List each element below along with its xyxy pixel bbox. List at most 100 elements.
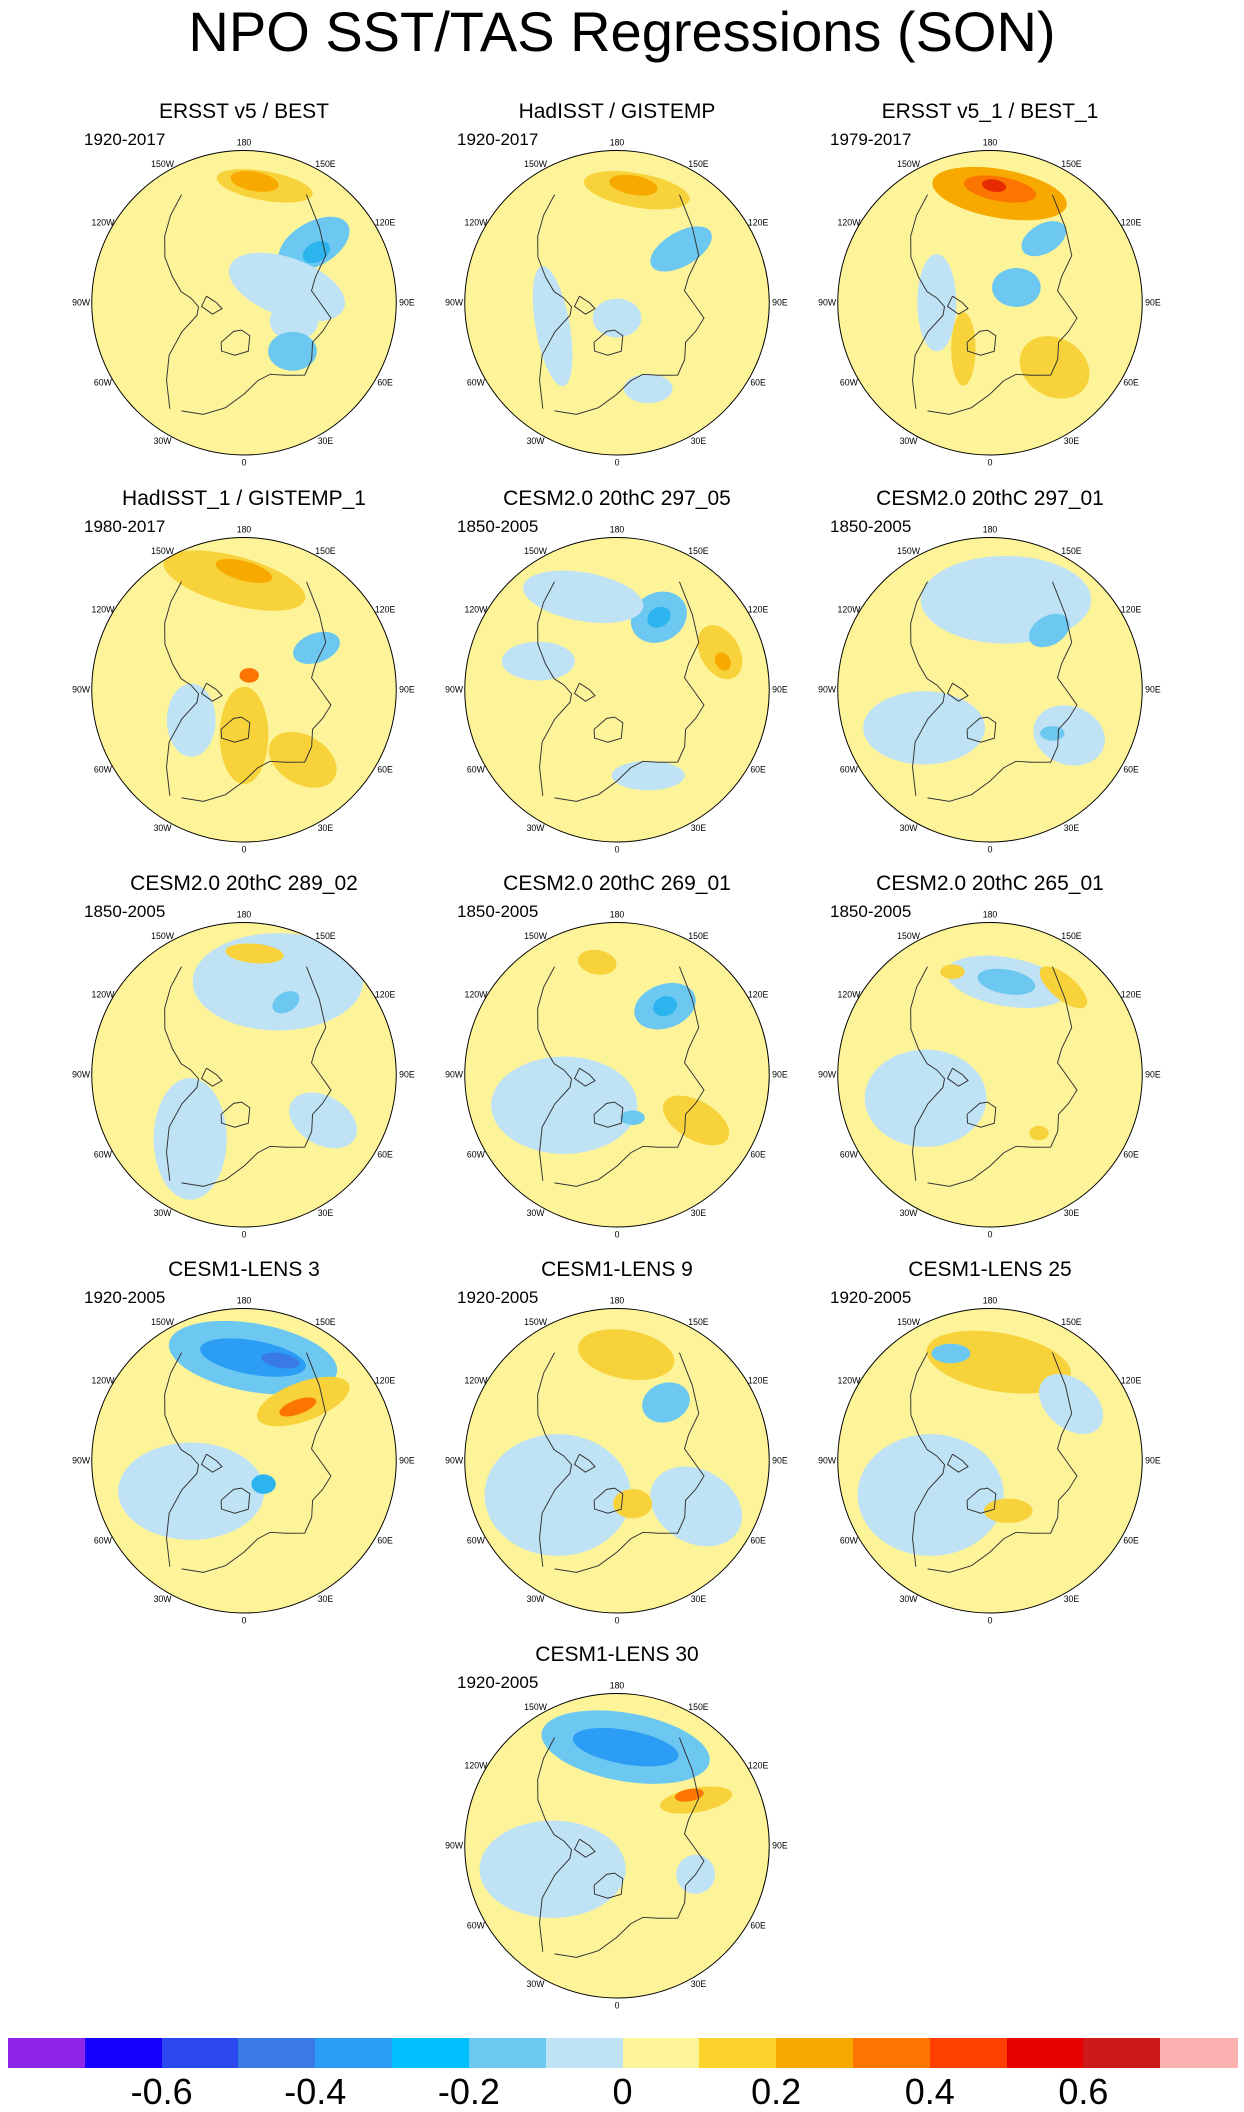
- longitude-label: 60E: [750, 1921, 766, 1931]
- colorbar-cell: [1083, 2038, 1161, 2068]
- anomaly-region: [857, 1434, 1004, 1556]
- anomaly-region: [1028, 613, 1070, 648]
- anomaly-region: [272, 991, 300, 1014]
- colorbar-cell: [392, 2038, 470, 2068]
- map-border: [91, 922, 397, 1228]
- longitude-label: 60W: [94, 1150, 113, 1160]
- anomaly-region: [650, 226, 712, 272]
- colorbar-cell: [699, 2038, 777, 2068]
- map-panel: CESM2.0 20thC 297_01 180 150E 120E 90E 60E 30E…: [818, 487, 1161, 855]
- longitude-label: 120E: [748, 605, 769, 615]
- longitude-label: 150W: [897, 546, 921, 556]
- coastline: [200, 1453, 223, 1473]
- coastline: [537, 1352, 573, 1567]
- colorbar-cell: [8, 2038, 86, 2068]
- panel-title: CESM2.0 20thC 265_01: [876, 872, 1104, 895]
- coastline: [220, 329, 251, 356]
- anomaly-region: [491, 1056, 638, 1154]
- longitude-label: 0: [615, 845, 620, 855]
- coastline: [593, 1872, 624, 1899]
- longitude-label: 150E: [1061, 931, 1082, 941]
- longitude-label: 180: [610, 1681, 625, 1691]
- colorbar-cell: [468, 2038, 547, 2068]
- coastline: [220, 716, 251, 743]
- longitude-label: 0: [988, 1230, 993, 1240]
- longitude-label: 90W: [445, 685, 464, 695]
- anomaly-region: [1039, 966, 1088, 1009]
- longitude-label: 30W: [527, 1594, 546, 1604]
- polar-map: 180 150E 120E 90E 60E 30E 0 30W 60W 90W 120W 150W: [72, 910, 415, 1240]
- longitude-label: 30W: [527, 823, 546, 833]
- map-border: [464, 1693, 770, 1999]
- longitude-label: 60E: [1123, 765, 1139, 775]
- panel-years: 1920-2005: [457, 1673, 539, 1692]
- anomaly-region: [268, 731, 337, 788]
- longitude-label: 30W: [900, 1594, 919, 1604]
- longitude-label: 60E: [1123, 1536, 1139, 1546]
- longitude-label: 150E: [688, 546, 709, 556]
- colorbar-cell: [161, 2038, 239, 2068]
- anomaly-region: [578, 1329, 675, 1380]
- map-border: [464, 922, 770, 1228]
- polar-map: 180 150E 120E 90E 60E 30E 0 30W 60W 90W 120W 150W: [818, 910, 1161, 1240]
- anomaly-region: [1033, 705, 1105, 766]
- longitude-label: 30W: [154, 823, 173, 833]
- longitude-label: 150W: [151, 931, 175, 941]
- map-panel: CESM1-LENS 25 180 150E 120E 90E 60E 30E 0 30W 60W…: [818, 1258, 1161, 1626]
- anomaly-region: [219, 686, 269, 785]
- anomaly-region: [1029, 1125, 1049, 1141]
- longitude-label: 30W: [900, 436, 919, 446]
- map-panel: HadISST / GISTEMP 180 150E 120E 90E 60E 30E 0 30…: [445, 100, 788, 468]
- coastline: [966, 329, 997, 356]
- longitude-label: 0: [615, 1230, 620, 1240]
- panel-years: 1920-2005: [830, 1288, 912, 1307]
- coastline: [946, 1067, 969, 1087]
- longitude-label: 0: [242, 1616, 247, 1626]
- colorbar-tick-label: -0.2: [437, 2071, 500, 2112]
- longitude-label: 90W: [445, 1841, 464, 1851]
- longitude-label: 150W: [524, 159, 548, 169]
- longitude-label: 60E: [377, 1536, 393, 1546]
- longitude-label: 120W: [465, 1761, 489, 1771]
- panel-title: CESM2.0 20thC 297_01: [876, 487, 1104, 510]
- longitude-label: 30E: [1064, 823, 1080, 833]
- anomaly-region: [293, 631, 340, 664]
- coastline: [573, 1453, 596, 1473]
- coastline: [164, 1352, 200, 1567]
- longitude-label: 90E: [1145, 1070, 1161, 1080]
- map-border: [464, 1308, 770, 1614]
- longitude-label: 120W: [92, 990, 116, 1000]
- anomaly-region: [647, 606, 671, 628]
- longitude-label: 150E: [688, 1317, 709, 1327]
- longitude-label: 150W: [897, 931, 921, 941]
- anomaly-region: [609, 174, 658, 196]
- coastline: [966, 1101, 997, 1128]
- longitude-label: 180: [983, 1296, 998, 1306]
- longitude-label: 120E: [1121, 1376, 1142, 1386]
- colorbar-cell: [622, 2038, 700, 2068]
- longitude-label: 150E: [688, 1702, 709, 1712]
- panel-years: 1850-2005: [830, 902, 912, 921]
- longitude-label: 30W: [900, 1208, 919, 1218]
- panel-title: ERSST v5 / BEST: [159, 100, 329, 123]
- coastline: [181, 581, 332, 802]
- longitude-label: 0: [242, 458, 247, 468]
- anomaly-region: [1021, 221, 1067, 257]
- coastline: [554, 1737, 705, 1958]
- longitude-label: 120W: [838, 1376, 862, 1386]
- anomaly-region: [697, 625, 743, 680]
- coastline: [966, 716, 997, 743]
- longitude-label: 120E: [1121, 218, 1142, 228]
- map-border: [464, 150, 770, 456]
- map-border: [837, 150, 1143, 456]
- map-panel: CESM2.0 20thC 269_01 180 150E 120E 90E 60E 30E…: [445, 872, 788, 1240]
- map-border: [91, 1308, 397, 1614]
- longitude-label: 60W: [840, 378, 859, 388]
- longitude-label: 0: [615, 458, 620, 468]
- coastline: [573, 1838, 596, 1858]
- coastline: [554, 1352, 705, 1573]
- map-panel: CESM2.0 20thC 297_05 180 150E 120E 90E 60E 30E…: [445, 487, 788, 855]
- longitude-label: 150W: [151, 159, 175, 169]
- longitude-label: 90W: [72, 1070, 91, 1080]
- colorbar-cell: [84, 2038, 163, 2068]
